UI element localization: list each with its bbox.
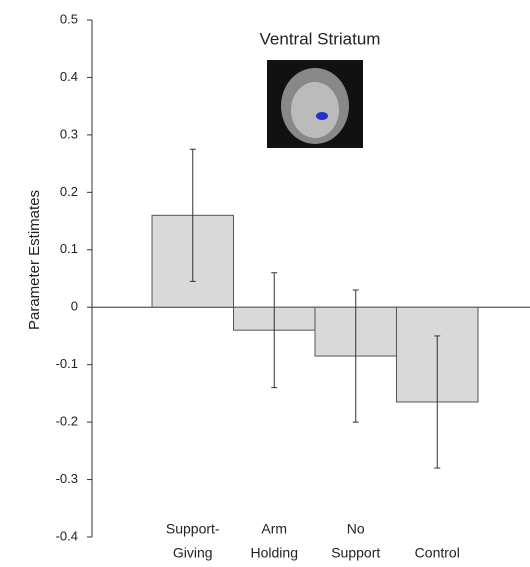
chart-title: Ventral Striatum — [260, 29, 381, 48]
brain-inset — [267, 60, 363, 148]
x-tick-label: No — [347, 521, 365, 537]
y-tick-label: 0.4 — [60, 69, 78, 84]
error-bar — [271, 272, 278, 389]
y-tick-label: -0.1 — [56, 356, 78, 371]
y-tick-label: 0.2 — [60, 184, 78, 199]
x-tick-label: Support- — [166, 521, 220, 537]
y-tick-label: -0.4 — [56, 528, 78, 543]
error-bar — [434, 335, 441, 469]
x-tick-label: Control — [415, 545, 460, 561]
x-tick-label: Support — [331, 545, 380, 561]
y-tick-label: 0.1 — [60, 241, 78, 256]
x-tick-label: Giving — [173, 545, 213, 561]
y-axis-label: Parameter Estimates — [26, 190, 43, 330]
y-tick-label: 0.3 — [60, 126, 78, 141]
x-tick-label: Arm — [261, 521, 287, 537]
error-bar — [352, 289, 359, 423]
y-tick-label: -0.3 — [56, 471, 78, 486]
x-tick-label: Holding — [251, 545, 298, 561]
y-tick-label: 0.5 — [60, 11, 78, 26]
y-tick-label: -0.2 — [56, 414, 78, 429]
error-bar — [189, 148, 196, 282]
y-tick-label: 0 — [71, 299, 78, 314]
